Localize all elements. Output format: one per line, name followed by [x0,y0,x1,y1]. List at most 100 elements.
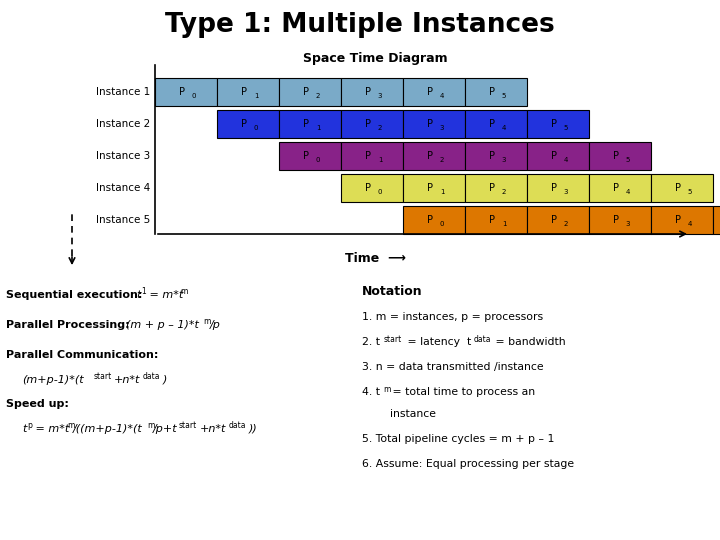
Text: P: P [675,183,681,193]
Text: P: P [551,215,557,225]
Text: P: P [489,215,495,225]
Text: Instance 3: Instance 3 [96,151,150,161]
Text: m: m [67,421,74,430]
Text: t: t [22,424,27,434]
Bar [527,110,589,138]
Text: 5: 5 [688,189,692,195]
Text: P: P [551,151,557,161]
Bar [465,174,527,202]
Bar [279,78,341,106]
Text: 1: 1 [253,93,258,99]
Text: +n*t: +n*t [199,424,226,434]
Text: 0: 0 [378,189,382,195]
Text: P: P [241,119,247,129]
Text: 0: 0 [440,221,444,227]
Bar [465,78,527,106]
Text: 4: 4 [688,221,692,227]
Bar [341,142,403,170]
Bar [651,206,713,234]
Bar [155,78,217,106]
Text: Parallel Communication:: Parallel Communication: [6,350,158,360]
Text: P: P [303,151,309,161]
Text: P: P [241,87,247,97]
Text: 1. m = instances, p = processors: 1. m = instances, p = processors [362,312,543,322]
Bar [589,142,651,170]
Text: data: data [229,421,246,430]
Bar [341,110,403,138]
Text: p: p [27,421,32,430]
Bar [217,110,279,138]
Text: P: P [427,151,433,161]
Text: 2: 2 [440,157,444,163]
Bar [527,206,589,234]
Text: Instance 5: Instance 5 [96,215,150,225]
Text: P: P [427,87,433,97]
Bar [341,174,403,202]
Text: P: P [613,183,619,193]
Bar [527,142,589,170]
Text: 1: 1 [502,221,506,227]
Text: start: start [179,421,197,430]
Text: 4: 4 [440,93,444,99]
Text: 6. Assume: Equal processing per stage: 6. Assume: Equal processing per stage [362,459,574,469]
Text: P: P [365,87,371,97]
Bar [589,174,651,202]
Text: start: start [384,334,402,343]
Text: 2. t: 2. t [362,337,380,347]
Text: 1: 1 [440,189,444,195]
Text: 1: 1 [316,125,320,131]
Text: 5. Total pipeline cycles = m + p – 1: 5. Total pipeline cycles = m + p – 1 [362,434,554,444]
Bar [465,206,527,234]
Bar [465,142,527,170]
Bar [217,78,279,106]
Text: P: P [489,87,495,97]
Bar [403,174,465,202]
Bar [279,142,341,170]
Text: Space Time Diagram: Space Time Diagram [302,52,447,65]
Text: = total time to process an: = total time to process an [389,387,535,397]
Text: 4: 4 [564,157,568,163]
Text: = bandwidth: = bandwidth [492,337,566,347]
Text: 2: 2 [378,125,382,131]
Text: P: P [179,87,185,97]
Bar [589,206,651,234]
Bar [403,206,465,234]
Bar [713,206,720,234]
Text: 2: 2 [316,93,320,99]
Text: data: data [143,372,161,381]
Text: /p: /p [210,320,220,330]
Text: start: start [94,372,112,381]
Text: Parallel Processing:: Parallel Processing: [6,320,133,330]
Text: instance: instance [390,409,436,419]
Text: 5: 5 [502,93,506,99]
Text: = latency  t: = latency t [405,337,472,347]
Bar [651,174,713,202]
Text: Notation: Notation [362,285,423,298]
Text: 4. t: 4. t [362,387,380,397]
Text: 4: 4 [502,125,506,131]
Text: P: P [427,215,433,225]
Text: ): ) [163,375,167,384]
Text: P: P [427,119,433,129]
Text: m: m [147,421,154,430]
Text: P: P [365,183,371,193]
Bar [403,142,465,170]
Text: 3. n = data transmitted /instance: 3. n = data transmitted /instance [362,362,544,372]
Bar [465,110,527,138]
Text: P: P [675,215,681,225]
Text: 2: 2 [564,221,568,227]
Text: = m*t: = m*t [32,424,70,434]
Text: Instance 4: Instance 4 [96,183,150,193]
Text: P: P [489,183,495,193]
Text: Time  ⟶: Time ⟶ [345,252,405,265]
Text: P: P [613,151,619,161]
Text: /p+t: /p+t [153,424,177,434]
Bar [341,78,403,106]
Text: t: t [136,290,140,300]
Text: 1: 1 [378,157,382,163]
Text: m: m [204,317,211,326]
Text: 3: 3 [440,125,444,131]
Text: 0: 0 [253,125,258,131]
Text: m: m [384,384,391,394]
Text: 5: 5 [564,125,568,131]
